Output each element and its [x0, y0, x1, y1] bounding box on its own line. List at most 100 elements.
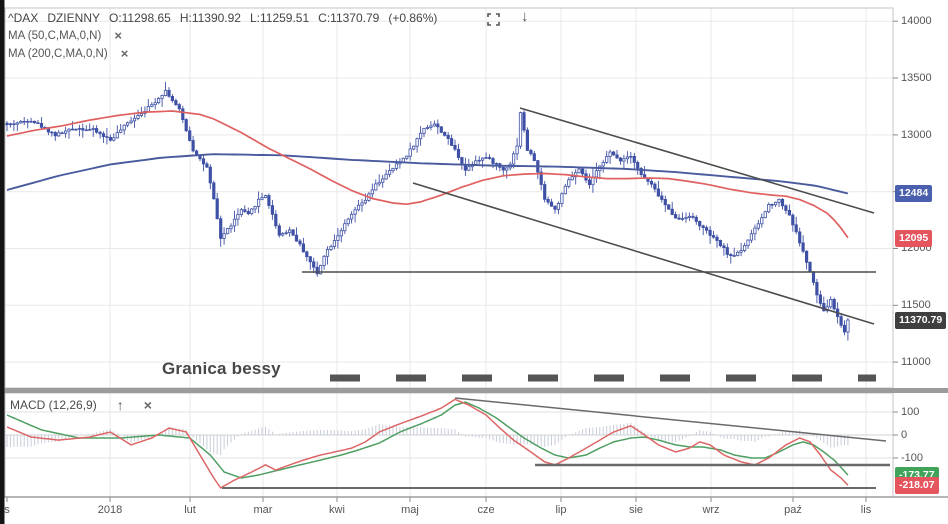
- candle-body: [39, 123, 44, 128]
- candle-body: [577, 168, 581, 174]
- candle-body: [449, 138, 454, 146]
- candle-body: [115, 132, 119, 139]
- candle-body: [26, 121, 30, 123]
- macd-label: MACD (12,26,9): [10, 398, 97, 412]
- candle-body: [443, 131, 447, 136]
- candle-body: [798, 231, 802, 244]
- candle-body: [694, 216, 698, 222]
- ma50-remove-icon[interactable]: ×: [114, 28, 122, 43]
- candle-body: [267, 195, 271, 206]
- candle-body: [101, 133, 106, 137]
- candle-body: [260, 197, 264, 200]
- macd-axis-label: 100: [901, 406, 920, 418]
- candle-body: [270, 205, 275, 215]
- time-axis-label: s: [4, 504, 10, 516]
- candle-body: [415, 138, 419, 147]
- candle-body: [360, 202, 364, 206]
- price-axis-label: 11000: [901, 356, 931, 368]
- candle-body: [680, 218, 685, 220]
- candle-body: [36, 122, 40, 125]
- candle-body: [250, 208, 254, 215]
- candle-body: [491, 158, 495, 164]
- candle-body: [381, 178, 385, 183]
- candle-body: [698, 220, 702, 227]
- candle-body: [412, 145, 416, 150]
- candle-body: [70, 128, 75, 131]
- candle-body: [325, 249, 330, 257]
- price-badge: -218.07: [895, 477, 939, 494]
- candle-body: [556, 202, 561, 210]
- candle-body: [839, 316, 843, 326]
- candle-body: [232, 218, 237, 227]
- ma50-label: MA (50,C,MA,0,N): [8, 29, 102, 42]
- price-badge: 12484: [895, 185, 933, 202]
- candle-body: [205, 163, 209, 168]
- candle-body: [670, 208, 674, 215]
- candle-body: [81, 128, 85, 131]
- candle-body: [132, 117, 137, 122]
- candle-body: [277, 225, 281, 236]
- candle-body: [667, 204, 671, 210]
- candle-body: [660, 195, 664, 200]
- candle-body: [691, 215, 695, 218]
- candle-body: [336, 235, 340, 242]
- candle-body: [163, 89, 168, 96]
- candle-body: [494, 163, 499, 165]
- candle-body: [456, 148, 461, 158]
- candle-body: [639, 167, 643, 175]
- candle-body: [425, 127, 430, 129]
- candle-body: [363, 199, 368, 204]
- candle-body: [181, 108, 185, 121]
- ma200-row: MA (200,C,MA,0,N) ×: [8, 47, 128, 60]
- candle-body: [281, 233, 285, 236]
- candle-body: [743, 245, 747, 251]
- time-axis-label: 2018: [97, 504, 123, 516]
- arrow-up-icon[interactable]: ↑: [116, 397, 124, 413]
- candle-body: [736, 251, 740, 256]
- candle-body: [480, 157, 485, 161]
- time-axis-label: lut: [184, 504, 196, 516]
- candle-body: [122, 124, 126, 131]
- macd-remove-icon[interactable]: ×: [143, 397, 152, 413]
- candle-body: [842, 324, 847, 333]
- candle-body: [294, 234, 299, 242]
- candle-body: [167, 89, 171, 97]
- candle-body: [512, 153, 516, 165]
- candle-body: [722, 245, 726, 249]
- candle-body: [436, 123, 440, 128]
- candle-body: [301, 243, 306, 253]
- candle-body: [29, 120, 33, 123]
- candle-body: [229, 225, 233, 230]
- candle-body: [567, 179, 571, 187]
- high-value: H:11390.92: [179, 11, 241, 25]
- candle-body: [732, 255, 736, 257]
- candle-body: [711, 235, 716, 238]
- ma200-remove-icon[interactable]: ×: [120, 46, 129, 61]
- candle-body: [8, 123, 12, 126]
- candle-body: [77, 128, 81, 130]
- candle-body: [150, 104, 154, 107]
- candle-body: [629, 155, 633, 158]
- fullscreen-icon[interactable]: [487, 13, 500, 26]
- panel-separator: [0, 388, 948, 393]
- candle-body: [53, 132, 57, 137]
- candle-body: [343, 223, 347, 232]
- candle-body: [253, 205, 257, 210]
- candle-body: [284, 232, 288, 234]
- candle-body: [791, 214, 795, 226]
- candle-body: [822, 302, 826, 312]
- candle-body: [549, 201, 554, 207]
- candle-body: [618, 157, 623, 162]
- price-axis-label: 13500: [901, 72, 932, 84]
- candle-body: [594, 170, 599, 178]
- arrow-down-icon[interactable]: ↓: [521, 8, 529, 25]
- candle-body: [701, 225, 705, 228]
- candle-body: [5, 122, 9, 126]
- candle-body: [605, 156, 609, 163]
- candle-body: [136, 115, 140, 119]
- candle-body: [615, 154, 619, 159]
- candle-body: [746, 239, 750, 246]
- ma50-row: MA (50,C,MA,0,N) ×: [8, 29, 122, 42]
- open-value: O:11298.65: [108, 11, 171, 25]
